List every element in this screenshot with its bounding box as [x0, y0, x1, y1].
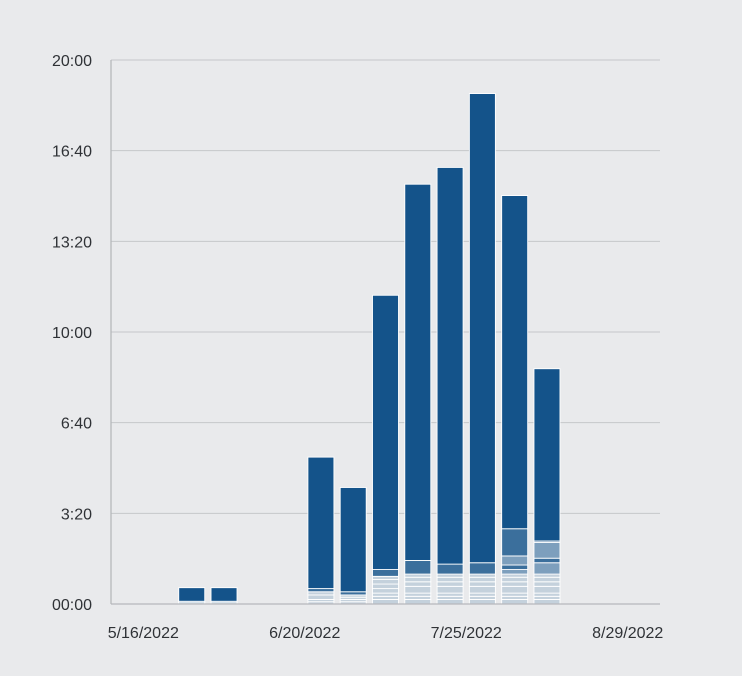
- bar-segment: [501, 564, 529, 570]
- bar-segment: [372, 595, 399, 600]
- x-tick-label: 7/25/2022: [431, 625, 502, 642]
- bar-segment: [468, 581, 496, 587]
- bar-segment: [468, 93, 496, 564]
- bar-segment: [533, 562, 561, 575]
- bar-segment: [307, 588, 335, 593]
- bars: [178, 93, 561, 605]
- bar-segment: [501, 555, 529, 566]
- bar-segment: [468, 585, 496, 594]
- bar-segment: [501, 592, 529, 597]
- bar-segment: [436, 599, 464, 605]
- bar-segment: [404, 581, 432, 587]
- bar-segment: [372, 583, 399, 590]
- bar-segment: [533, 585, 561, 594]
- bar-segment: [501, 573, 529, 578]
- bar-segment: [501, 569, 529, 575]
- bar-segment: [404, 585, 432, 594]
- bar-segment: [436, 563, 464, 575]
- bar-segment: [501, 595, 529, 600]
- bar-segment: [339, 591, 367, 596]
- bar-segment: [178, 587, 206, 602]
- bar-segment: [468, 562, 496, 575]
- bar-segment: [372, 294, 399, 570]
- bar-segment: [307, 456, 335, 590]
- bar-segment: [533, 592, 561, 597]
- bar-segment: [372, 592, 399, 597]
- bar-segment: [533, 557, 561, 564]
- bar-segment: [210, 587, 238, 602]
- bar-segment: [501, 585, 529, 594]
- bar-segment: [372, 599, 399, 605]
- bar-segment: [468, 599, 496, 605]
- bar-segment: [468, 592, 496, 597]
- bar-segment: [436, 581, 464, 587]
- bar-segment: [404, 560, 432, 575]
- bar-segment: [533, 573, 561, 578]
- bar-segment: [404, 592, 432, 597]
- bar-segment: [372, 579, 399, 585]
- bar-segment: [404, 599, 432, 605]
- bar-segment: [501, 599, 529, 605]
- x-tick-labels: 5/16/2022 6/20/2022 7/25/2022 8/29/2022: [108, 625, 664, 642]
- bar-segment: [436, 166, 464, 565]
- x-tick-label: 5/16/2022: [108, 625, 179, 642]
- bar-segment: [501, 528, 529, 557]
- y-tick-label: 6:40: [61, 416, 92, 433]
- bar-segment: [436, 576, 464, 583]
- bar-segment: [501, 195, 529, 530]
- y-tick-label: 13:20: [52, 234, 92, 251]
- bar-segment: [372, 575, 399, 580]
- bar-segment: [404, 595, 432, 600]
- bar-segment: [468, 573, 496, 578]
- bar-segment: [436, 585, 464, 594]
- x-tick-label: 8/29/2022: [592, 625, 663, 642]
- y-tick-label: 20:00: [52, 53, 92, 70]
- bar-segment: [307, 594, 335, 600]
- bar-segment: [339, 487, 367, 593]
- bar-segment: [436, 592, 464, 597]
- bar-segment: [468, 576, 496, 583]
- y-tick-label: 3:20: [61, 506, 92, 523]
- bar-segment: [501, 581, 529, 587]
- bar-segment: [372, 588, 399, 594]
- bar-segment: [307, 591, 335, 596]
- y-tick-labels: 00:00 3:20 6:40 10:00 13:20 16:40 20:00: [52, 53, 92, 614]
- bar-segment: [372, 569, 399, 577]
- bar-segment: [533, 581, 561, 587]
- bar-segment: [533, 368, 561, 542]
- bar-segment: [436, 573, 464, 578]
- bar-segment: [436, 595, 464, 600]
- bar-segment: [404, 576, 432, 583]
- bar-segment: [501, 576, 529, 583]
- bar-segment: [533, 595, 561, 600]
- bar-segment: [533, 541, 561, 559]
- bar-segment: [533, 576, 561, 583]
- bar-segment: [468, 595, 496, 600]
- y-tick-label: 10:00: [52, 325, 92, 342]
- x-tick-label: 6/20/2022: [269, 625, 340, 642]
- y-tick-label: 16:40: [52, 144, 92, 161]
- bar-segment: [404, 573, 432, 578]
- axes: [110, 60, 660, 605]
- bar-segment: [533, 599, 561, 605]
- bar-segment: [404, 183, 432, 561]
- y-tick-label: 00:00: [52, 597, 92, 614]
